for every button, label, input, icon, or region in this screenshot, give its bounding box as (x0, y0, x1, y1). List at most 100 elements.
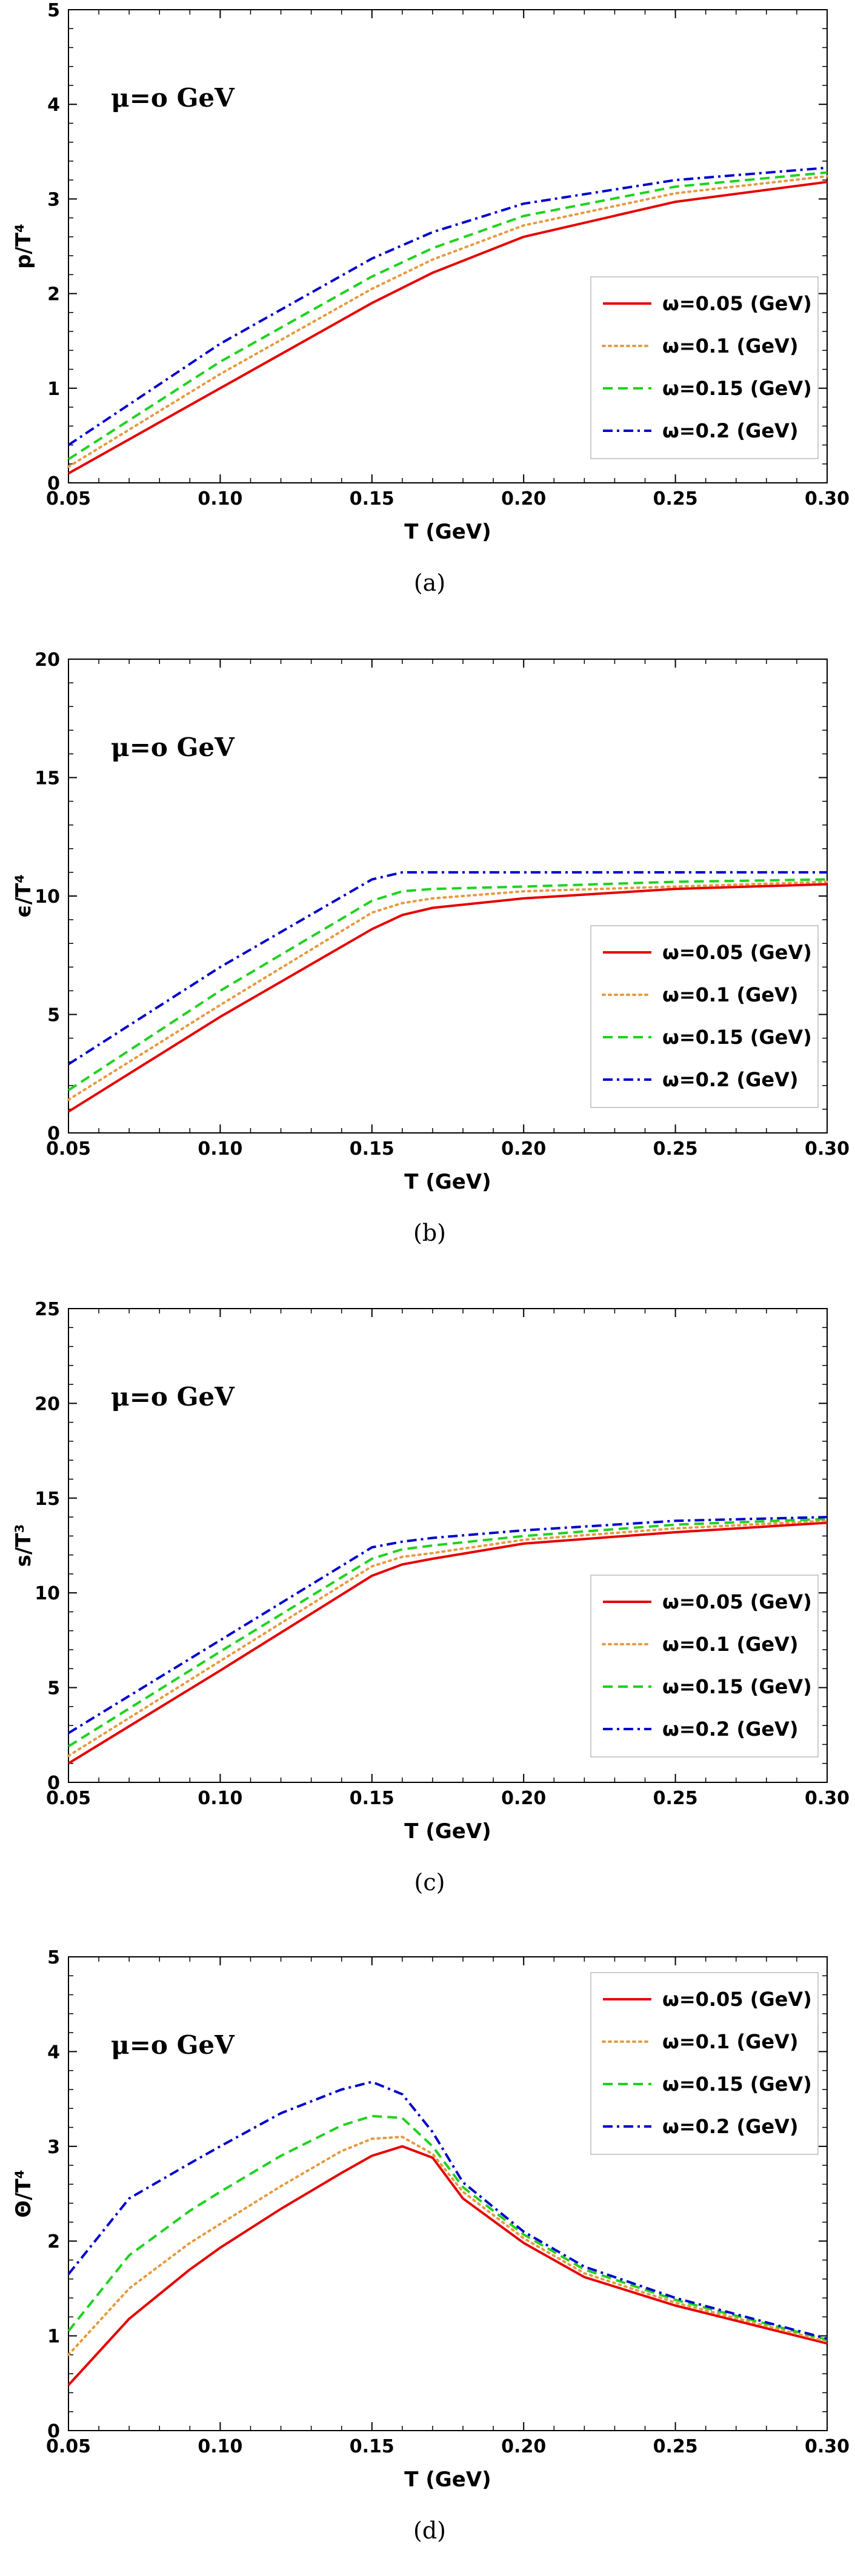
x-tick-label: 0.30 (805, 1788, 850, 1809)
legend-box (590, 1972, 819, 2155)
legend-box (590, 925, 819, 1108)
y-axis-label: p/T⁴ (12, 224, 36, 269)
x-tick-label: 0.20 (501, 488, 546, 510)
x-tick-label: 0.25 (653, 1788, 698, 1809)
legend-entry: ω=0.2 (GeV) (662, 1068, 798, 1091)
x-tick-label: 0.20 (501, 2436, 546, 2457)
panel-caption: (c) (414, 1869, 445, 1896)
plot-frame (68, 1308, 828, 1783)
y-tick-label: 5 (47, 1678, 60, 1699)
legend-box (590, 1575, 819, 1758)
chart-panel-b: 0.05 0.10 0.15 0.20 0.25 0.30 0 5 10 15 20 T (GeV) ϵ… (12, 649, 850, 1246)
x-tick-label: 0.15 (350, 488, 394, 510)
legend-entry: ω=0.1 (GeV) (662, 1633, 798, 1656)
y-tick-label: 5 (47, 1005, 60, 1026)
y-tick-label: 1 (47, 2326, 60, 2348)
x-axis-label: T (GeV) (404, 1819, 491, 1844)
y-tick-label: 0 (47, 473, 60, 494)
x-tick-label: 0.30 (805, 1138, 850, 1160)
x-tick-label: 0.15 (350, 2436, 394, 2457)
x-tick-label: 0.05 (46, 488, 91, 510)
x-tick-label: 0.25 (653, 488, 698, 510)
y-axis-label: s/T³ (12, 1524, 36, 1567)
y-tick-label: 20 (35, 1393, 60, 1415)
y-tick-label: 15 (35, 1489, 60, 1510)
x-tick-label: 0.05 (46, 1138, 91, 1160)
series-line-4 (67, 2080, 828, 2340)
series-line-3 (67, 1518, 828, 1748)
legend: ω=0.05 (GeV) ω=0.1 (GeV) ω=0.15 (GeV) ω=0.2… (590, 1575, 819, 1758)
y-tick-label: 3 (47, 2137, 60, 2158)
series-line-1 (67, 883, 828, 1113)
series-line-2 (67, 1519, 828, 1758)
x-axis-label: T (GeV) (404, 520, 491, 544)
x-tick-label: 0.20 (501, 1788, 546, 1809)
x-tick-label: 0.20 (501, 1138, 546, 1160)
series-line-4 (67, 871, 827, 1066)
legend-entry: ω=0.1 (GeV) (662, 334, 798, 357)
y-tick-label: 4 (47, 95, 60, 116)
y-axis-label: ϵ/T⁴ (12, 874, 36, 918)
x-tick-label: 0.15 (350, 1138, 394, 1160)
legend-entry: ω=0.15 (GeV) (662, 377, 812, 400)
plot-frame (68, 9, 828, 483)
legend-entry: ω=0.2 (GeV) (662, 419, 798, 442)
mu-annotation: μ=o GeV (111, 1382, 235, 1412)
legend-box (590, 276, 819, 459)
series-line-2 (67, 174, 828, 468)
x-tick-label: 0.25 (653, 2436, 698, 2457)
y-tick-label: 5 (47, 0, 60, 21)
mu-annotation: μ=o GeV (111, 2030, 235, 2060)
y-tick-label: 10 (35, 886, 60, 908)
x-tick-label: 0.30 (805, 2436, 850, 2457)
y-tick-label: 20 (35, 649, 60, 671)
chart-panel-c: 0.05 0.10 0.15 0.20 0.25 0.30 0 5 10 15 20 25 T (GeV… (12, 1299, 850, 1896)
x-tick-label: 0.25 (653, 1138, 698, 1160)
y-tick-label: 0 (47, 2421, 60, 2442)
series-line-1 (67, 2145, 828, 2386)
panel-caption: (a) (414, 569, 445, 596)
y-tick-label: 0 (47, 1123, 60, 1144)
legend: ω=0.05 (GeV) ω=0.1 (GeV) ω=0.15 (GeV) ω=0.2… (590, 276, 819, 459)
mu-annotation: μ=o GeV (111, 732, 235, 762)
panel-caption: (b) (413, 1220, 446, 1246)
legend-entry: ω=0.05 (GeV) (662, 1988, 812, 2011)
x-tick-label: 0.15 (350, 1788, 394, 1809)
legend-entry: ω=0.2 (GeV) (662, 2115, 798, 2138)
y-tick-label: 4 (47, 2042, 60, 2063)
y-tick-label: 25 (35, 1299, 60, 1320)
legend: ω=0.05 (GeV) ω=0.1 (GeV) ω=0.15 (GeV) ω=0.2… (590, 925, 819, 1108)
y-tick-label: 5 (47, 1947, 60, 1968)
series-line-2 (67, 880, 828, 1101)
x-tick-label: 0.30 (805, 488, 850, 510)
x-tick-label: 0.05 (46, 1788, 91, 1809)
plot-frame (68, 1956, 828, 2431)
y-tick-label: 10 (35, 1583, 60, 1604)
y-tick-label: 1 (47, 379, 60, 400)
series-line-1 (67, 1521, 828, 1765)
legend-entry: ω=0.1 (GeV) (662, 2030, 798, 2053)
legend-entry: ω=0.15 (GeV) (662, 1026, 812, 1049)
chart-panel-a: 0.05 0.10 0.15 0.20 0.25 0.30 0 1 2 3 4 5 T (GeV) p/T… (12, 0, 850, 596)
x-tick-label: 0.10 (198, 2436, 242, 2457)
legend: ω=0.05 (GeV) ω=0.1 (GeV) ω=0.15 (GeV) ω=0.2… (590, 1972, 819, 2155)
series-line-1 (68, 181, 828, 475)
series-line-3 (67, 2114, 828, 2341)
chart-panel-d: 0.05 0.10 0.15 0.20 0.25 0.30 0 1 2 3 4 5 T (GeV) Θ/T… (12, 1947, 850, 2544)
legend-entry: ω=0.15 (GeV) (662, 2073, 812, 2096)
series-line-4 (67, 1516, 828, 1734)
x-tick-label: 0.10 (198, 1788, 242, 1809)
legend-entry: ω=0.15 (GeV) (662, 1675, 812, 1698)
y-tick-label: 2 (47, 2231, 60, 2252)
legend-entry: ω=0.1 (GeV) (662, 983, 798, 1006)
x-axis-label: T (GeV) (404, 1170, 491, 1194)
series-line-3 (67, 878, 828, 1092)
x-tick-label: 0.10 (198, 488, 242, 510)
x-tick-label: 0.10 (198, 1138, 242, 1160)
y-tick-label: 3 (47, 189, 60, 210)
legend-entry: ω=0.05 (GeV) (662, 292, 812, 315)
y-tick-label: 2 (47, 284, 60, 305)
panel-caption: (d) (413, 2517, 446, 2544)
x-axis-label: T (GeV) (404, 2468, 491, 2492)
